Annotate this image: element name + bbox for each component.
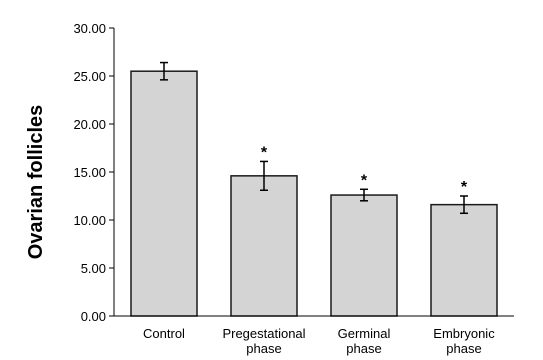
- y-axis: 0.00 5.00 10.00 15.00 20.00 25.00 30.00: [73, 21, 115, 324]
- x-category-label: Embryonic phase: [433, 326, 495, 356]
- y-axis-title: Ovarian follicles: [25, 105, 47, 260]
- y-tick-label: 20.00: [73, 117, 106, 132]
- bars: * * *: [130, 61, 498, 317]
- bar: [130, 70, 198, 317]
- y-tick-label: 15.00: [73, 165, 106, 180]
- significance-marker: *: [361, 172, 368, 189]
- significance-marker: *: [261, 144, 268, 161]
- significance-marker: *: [461, 179, 468, 196]
- x-category-label: Pregestational phase: [222, 326, 305, 356]
- y-tick-label: 30.00: [73, 21, 106, 36]
- y-tick-label: 5.00: [81, 261, 106, 276]
- x-axis: Control Pregestational phase Germinal phase E…: [114, 315, 514, 356]
- y-tick-label: 0.00: [81, 309, 106, 324]
- bar: [330, 194, 398, 317]
- bar: [230, 175, 298, 317]
- y-tick-label: 25.00: [73, 69, 106, 84]
- y-tick-label: 10.00: [73, 213, 106, 228]
- x-category-label: Germinal phase: [338, 326, 391, 356]
- x-category-label: Control: [143, 326, 185, 341]
- bar: [430, 203, 498, 317]
